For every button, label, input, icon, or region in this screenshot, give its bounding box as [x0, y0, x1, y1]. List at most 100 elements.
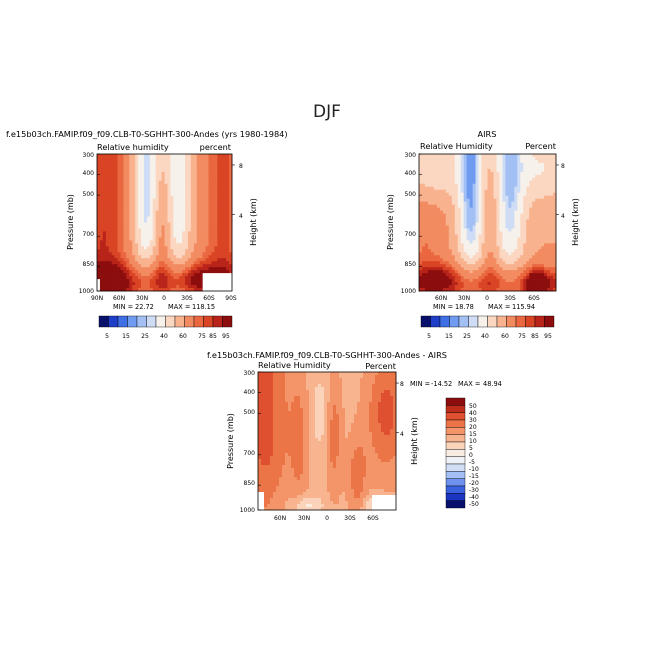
contour-cell [490, 246, 494, 250]
contour-cell [445, 276, 450, 280]
contour-cell [523, 213, 527, 217]
contour-cell [226, 258, 230, 262]
contour-cell [348, 411, 352, 415]
contour-cell [190, 276, 195, 280]
contour-cell [532, 285, 536, 289]
contour-cell [217, 210, 221, 214]
contour-cell [366, 378, 370, 382]
contour-cell [173, 222, 177, 226]
contour-cell [445, 186, 450, 191]
contour-cell [544, 159, 548, 164]
contour-cell [502, 255, 506, 259]
contour-cell [487, 177, 491, 182]
contour-cell [454, 156, 459, 161]
obs-height-axis-label: Height (km) [571, 198, 580, 246]
contour-cell [155, 201, 159, 205]
contour-cell [190, 156, 195, 161]
contour-cell [229, 189, 233, 194]
contour-cell [535, 279, 539, 283]
contour-cell [217, 183, 221, 188]
contour-cell [538, 219, 542, 223]
contour-cell [484, 213, 488, 217]
contour-cell [135, 159, 139, 164]
contour-cell [193, 186, 198, 191]
contour-cell [496, 183, 500, 188]
contour-cell [117, 165, 121, 170]
contour-cell [176, 237, 180, 241]
contour-cell [526, 255, 530, 259]
contour-cell [229, 288, 233, 292]
contour-cell [427, 276, 432, 280]
contour-cell [199, 207, 203, 211]
contour-cell [143, 249, 148, 253]
contour-cell [419, 249, 423, 253]
contour-cell [129, 237, 133, 241]
contour-cell [312, 387, 316, 391]
contour-cell [421, 154, 426, 158]
contour-cell [214, 255, 218, 259]
contour-cell [179, 198, 183, 202]
contour-cell [469, 207, 473, 211]
contour-cell [187, 189, 192, 194]
obs-y-tick: 300 [405, 152, 417, 159]
contour-cell [460, 273, 465, 277]
contour-cell [309, 402, 313, 406]
contour-cell [187, 180, 192, 185]
contour-cell [129, 207, 133, 211]
contour-cell [505, 258, 509, 262]
contour-cell [114, 222, 118, 226]
contour-cell [135, 285, 139, 289]
contour-cell [288, 408, 292, 412]
contour-cell [208, 219, 212, 223]
contour-cell [433, 228, 438, 232]
contour-cell [155, 210, 159, 214]
contour-cell [424, 255, 429, 259]
contour-cell [463, 243, 467, 247]
contour-cell [433, 174, 438, 179]
contour-cell [433, 171, 438, 176]
contour-cell [214, 165, 218, 170]
contour-cell [484, 282, 488, 286]
contour-cell [424, 201, 429, 205]
contour-cell [457, 225, 462, 229]
contour-cell [117, 171, 121, 176]
contour-cell [270, 390, 274, 394]
contour-cell [457, 231, 462, 235]
contour-cell [535, 213, 539, 217]
contour-cell [276, 408, 280, 412]
contour-cell [550, 246, 554, 250]
contour-cell [475, 231, 479, 235]
contour-cell [132, 195, 136, 200]
contour-cell [523, 243, 527, 247]
contour-cell [193, 237, 198, 241]
contour-cell [220, 261, 224, 265]
contour-cell [273, 411, 277, 415]
contour-cell [442, 243, 447, 247]
contour-cell [490, 186, 494, 191]
contour-cell [436, 213, 441, 217]
contour-cell [223, 162, 227, 167]
contour-cell [229, 285, 233, 289]
contour-cell [433, 276, 438, 280]
contour-cell [120, 183, 124, 188]
contour-cell [357, 387, 361, 391]
contour-cell [393, 387, 397, 391]
contour-cell [226, 237, 230, 241]
contour-cell [117, 246, 121, 250]
contour-cell [360, 372, 364, 376]
contour-cell [487, 273, 491, 277]
contour-cell [120, 243, 124, 247]
contour-cell [427, 189, 432, 194]
contour-cell [390, 390, 394, 394]
contour-cell [342, 381, 346, 385]
contour-cell [214, 198, 218, 202]
contour-cell [460, 177, 465, 182]
contour-cell [327, 375, 331, 379]
contour-cell [187, 210, 192, 214]
contour-cell [123, 282, 127, 286]
contour-cell [179, 288, 183, 292]
contour-cell [419, 177, 423, 182]
contour-cell [547, 276, 551, 280]
contour-cell [502, 174, 506, 179]
contour-cell [372, 387, 376, 391]
